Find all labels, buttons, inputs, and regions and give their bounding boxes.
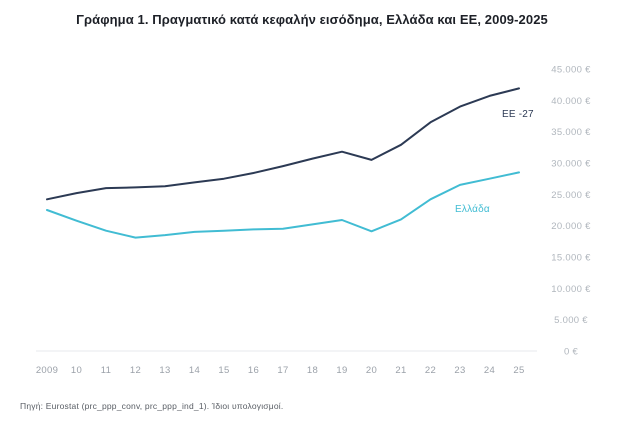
series-label-greece: Ελλάδα — [455, 204, 490, 215]
y-tick-label: 15.000 € — [551, 253, 591, 264]
x-tick-label: 18 — [307, 365, 318, 376]
y-tick-label: 25.000 € — [551, 190, 591, 201]
y-tick-label: 0 € — [564, 347, 579, 358]
y-tick-label: 40.000 € — [551, 96, 591, 107]
x-tick-label: 13 — [159, 365, 170, 376]
x-tick-label: 24 — [484, 365, 495, 376]
x-tick-label: 20 — [366, 365, 377, 376]
x-tick-label: 23 — [454, 365, 465, 376]
x-tick-label: 12 — [130, 365, 141, 376]
x-tick-label: 16 — [248, 365, 259, 376]
chart-title: Γράφημα 1. Πραγματικό κατά κεφαλήν εισόδ… — [76, 12, 548, 27]
x-tick-label: 25 — [513, 365, 524, 376]
x-tick-label: 17 — [277, 365, 288, 376]
y-tick-label: 5.000 € — [554, 315, 588, 326]
x-tick-label: 14 — [189, 365, 200, 376]
x-tick-label: 10 — [71, 365, 82, 376]
y-tick-label: 35.000 € — [551, 127, 591, 138]
x-tick-label: 15 — [218, 365, 229, 376]
x-tick-label: 11 — [101, 365, 111, 376]
source-note: Πηγή: Eurostat (prc_ppp_conv, prc_ppp_in… — [20, 401, 284, 411]
series-line-greece — [46, 171, 520, 239]
x-tick-label: 21 — [395, 365, 406, 376]
y-tick-label: 30.000 € — [551, 159, 591, 170]
x-tick-label: 22 — [425, 365, 436, 376]
y-tick-label: 10.000 € — [551, 284, 591, 295]
y-tick-label: 45.000 € — [551, 65, 591, 76]
series-line-eu27 — [46, 87, 520, 201]
series-label-eu27: EE -27 — [502, 109, 534, 120]
y-tick-label: 20.000 € — [551, 221, 591, 232]
x-tick-label: 19 — [336, 365, 347, 376]
x-tick-label: 2009 — [36, 365, 58, 376]
